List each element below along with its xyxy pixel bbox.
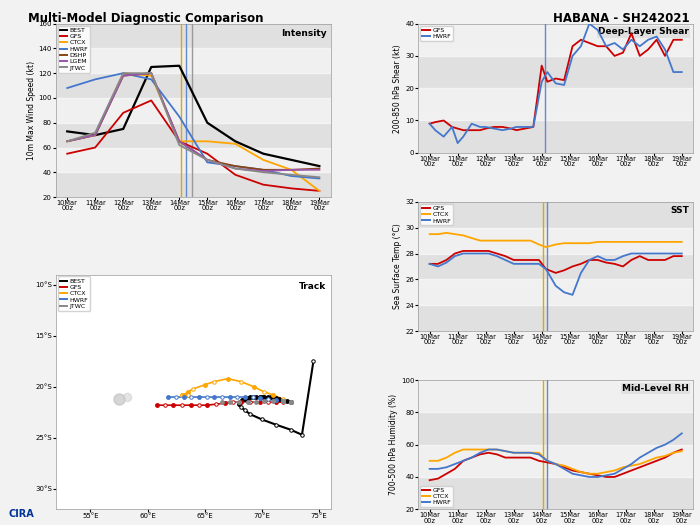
Legend: GFS, CTCX, HWRF: GFS, CTCX, HWRF bbox=[420, 486, 453, 507]
Text: HABANA - SH242021: HABANA - SH242021 bbox=[553, 12, 690, 25]
Bar bbox=[419, 445, 693, 477]
Text: Multi-Model Diagnostic Comparison: Multi-Model Diagnostic Comparison bbox=[28, 12, 263, 25]
Bar bbox=[56, 48, 330, 73]
Bar bbox=[419, 228, 693, 254]
Text: Track: Track bbox=[299, 281, 326, 291]
Y-axis label: 700-500 hPa Humidity (%): 700-500 hPa Humidity (%) bbox=[389, 394, 398, 495]
Text: Deep-Layer Shear: Deep-Layer Shear bbox=[598, 27, 689, 37]
Text: CIRA: CIRA bbox=[8, 509, 34, 519]
Bar bbox=[419, 279, 693, 305]
Y-axis label: Sea Surface Temp (°C): Sea Surface Temp (°C) bbox=[393, 224, 402, 309]
Legend: BEST, GFS, CTCX, HWRF, DSHP, LGEM, JTWC: BEST, GFS, CTCX, HWRF, DSHP, LGEM, JTWC bbox=[58, 26, 90, 72]
Text: SST: SST bbox=[670, 206, 689, 215]
Bar bbox=[419, 88, 693, 121]
Legend: GFS, HWRF: GFS, HWRF bbox=[420, 26, 453, 41]
Bar bbox=[56, 148, 330, 172]
Text: Intensity: Intensity bbox=[281, 29, 326, 38]
Text: Mid-Level RH: Mid-Level RH bbox=[622, 384, 689, 393]
Y-axis label: 200-850 hPa Shear (kt): 200-850 hPa Shear (kt) bbox=[393, 44, 402, 132]
Bar bbox=[419, 380, 693, 412]
Legend: GFS, CTCX, HWRF: GFS, CTCX, HWRF bbox=[420, 204, 453, 225]
Bar bbox=[419, 24, 693, 56]
Y-axis label: 10m Max Wind Speed (kt): 10m Max Wind Speed (kt) bbox=[27, 61, 36, 160]
Legend: BEST, GFS, CTCX, HWRF, JTWC: BEST, GFS, CTCX, HWRF, JTWC bbox=[58, 277, 90, 311]
Bar bbox=[56, 98, 330, 123]
